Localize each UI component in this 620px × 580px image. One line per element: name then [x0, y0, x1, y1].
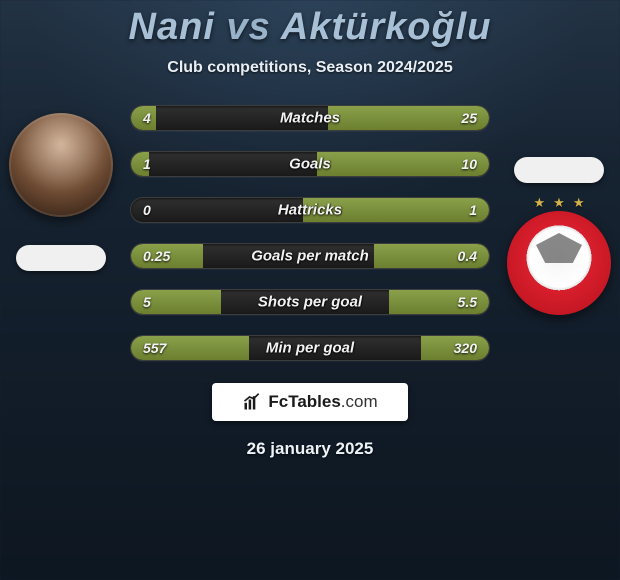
- stat-bar-goals: 1 Goals 10: [130, 151, 490, 177]
- stat-value-right: 10: [461, 156, 477, 172]
- star-icon: ★: [573, 195, 585, 211]
- stat-value-left: 4: [143, 110, 151, 126]
- content-container: Nani vs Aktürkoğlu Club competitions, Se…: [0, 0, 620, 580]
- stat-bar-gpm: 0.25 Goals per match 0.4: [130, 243, 490, 269]
- club-emblem-shape: [536, 233, 582, 263]
- stat-value-left: 557: [143, 340, 166, 356]
- stat-label: Goals per match: [251, 248, 369, 265]
- date-text: 26 january 2025: [247, 439, 374, 459]
- stat-label: Goals: [289, 156, 331, 173]
- player1-avatar: [9, 113, 113, 217]
- stat-value-right: 25: [461, 110, 477, 126]
- title-vs: vs: [226, 6, 270, 48]
- stat-label: Matches: [280, 110, 340, 127]
- branding-main: FcTables: [268, 392, 340, 411]
- page-title: Nani vs Aktürkoğlu: [129, 6, 492, 49]
- subtitle: Club competitions, Season 2024/2025: [167, 59, 452, 77]
- stat-bar-hattricks: 0 Hattricks 1: [130, 197, 490, 223]
- branding-suffix: .com: [341, 392, 378, 411]
- stat-value-right: 320: [454, 340, 477, 356]
- stat-label: Min per goal: [266, 340, 354, 357]
- star-icon: ★: [534, 195, 546, 211]
- stat-value-left: 5: [143, 294, 151, 310]
- left-side-column: [6, 105, 116, 271]
- stat-value-left: 0: [143, 202, 151, 218]
- stat-value-left: 1: [143, 156, 151, 172]
- stat-bar-spg: 5 Shots per goal 5.5: [130, 289, 490, 315]
- player1-flag-pill: [16, 245, 106, 271]
- title-player2: Aktürkoğlu: [281, 6, 492, 48]
- main-row: 4 Matches 25 1 Goals 10 0 Hattricks 1: [0, 105, 620, 361]
- right-side-column: ★ ★ ★: [504, 105, 614, 315]
- branding-badge: FcTables.com: [212, 383, 408, 421]
- stat-label: Shots per goal: [258, 294, 362, 311]
- player2-flag-pill: [514, 157, 604, 183]
- stat-value-right: 1: [469, 202, 477, 218]
- stat-value-right: 5.5: [458, 294, 477, 310]
- club-stars: ★ ★ ★: [534, 195, 585, 211]
- title-player1: Nani: [129, 6, 215, 48]
- chart-icon: [242, 392, 262, 412]
- branding-text: FcTables.com: [268, 392, 377, 412]
- stat-value-left: 0.25: [143, 248, 170, 264]
- stat-bar-matches: 4 Matches 25: [130, 105, 490, 131]
- stat-bar-mpg: 557 Min per goal 320: [130, 335, 490, 361]
- stat-label: Hattricks: [278, 202, 342, 219]
- stats-column: 4 Matches 25 1 Goals 10 0 Hattricks 1: [130, 105, 490, 361]
- stat-value-right: 0.4: [458, 248, 477, 264]
- star-icon: ★: [553, 195, 565, 211]
- player2-club-logo: ★ ★ ★: [507, 211, 611, 315]
